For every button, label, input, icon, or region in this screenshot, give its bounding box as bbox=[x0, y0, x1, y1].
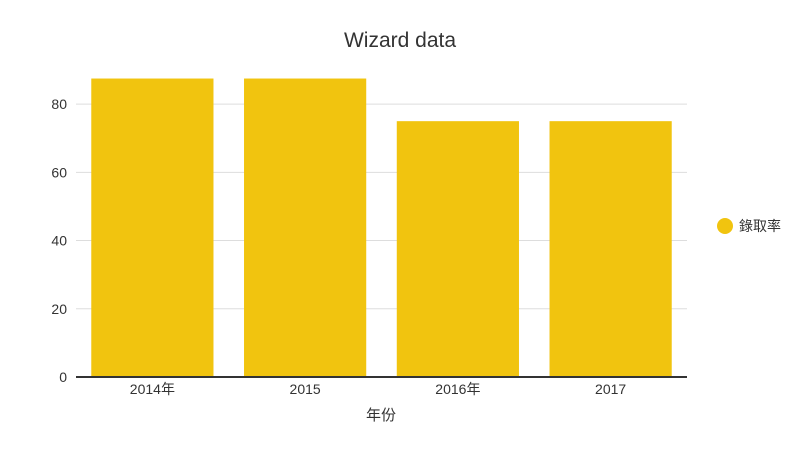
x-axis-title: 年份 bbox=[366, 407, 396, 424]
y-tick-labels: 0 20 40 60 80 bbox=[51, 96, 67, 385]
x-tick-labels: 2014年 2015 2016年 2017 bbox=[130, 381, 627, 397]
y-tick-label: 80 bbox=[51, 96, 67, 112]
bar[interactable] bbox=[396, 121, 519, 378]
bar[interactable] bbox=[549, 121, 672, 378]
legend-marker-icon bbox=[717, 218, 733, 234]
bars bbox=[91, 78, 672, 378]
bar[interactable] bbox=[91, 78, 214, 378]
y-tick-label: 0 bbox=[59, 369, 67, 385]
x-tick-label: 2017 bbox=[595, 381, 626, 397]
chart-title: Wizard data bbox=[344, 29, 456, 52]
y-tick-label: 60 bbox=[51, 164, 67, 180]
legend[interactable]: 錄取率 bbox=[717, 218, 781, 234]
bar[interactable] bbox=[244, 78, 367, 378]
x-tick-label: 2014年 bbox=[130, 381, 175, 397]
legend-label: 錄取率 bbox=[739, 218, 781, 234]
x-tick-label: 2015 bbox=[290, 381, 321, 397]
y-tick-label: 20 bbox=[51, 301, 67, 317]
x-tick-label: 2016年 bbox=[435, 381, 480, 397]
y-tick-label: 40 bbox=[51, 233, 67, 249]
